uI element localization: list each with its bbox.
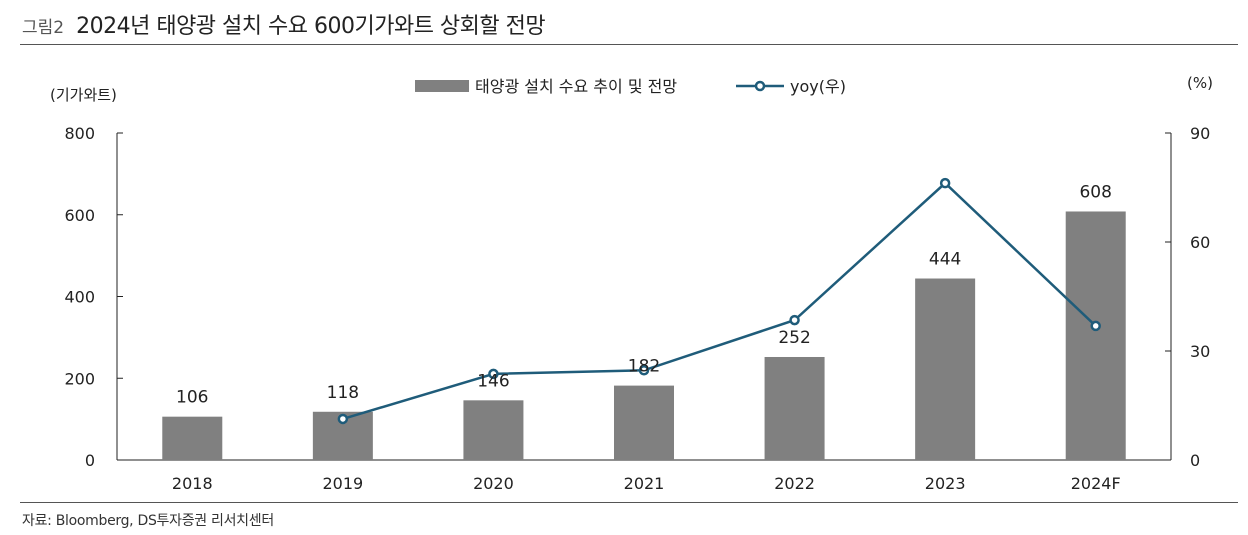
bar — [764, 356, 825, 460]
figure-title: 2024년 태양광 설치 수요 600기가와트 상회할 전망 — [76, 14, 546, 39]
yoy-point — [1090, 320, 1101, 332]
x-tick-label: 2021 — [624, 474, 665, 493]
left-tick-label: 600 — [64, 206, 95, 225]
bar-data-label: 182 — [628, 357, 660, 377]
left-tick-label: 400 — [64, 288, 95, 307]
x-tick-label: 2022 — [774, 474, 815, 493]
figure-header: 그림2 2024년 태양광 설치 수요 600기가와트 상회할 전망 — [22, 8, 546, 42]
top-rule — [20, 44, 1238, 45]
source-note: 자료: Bloomberg, DS투자증권 리서치센터 — [22, 513, 274, 529]
yoy-point — [789, 314, 800, 326]
yoy-point — [939, 177, 951, 189]
right-tick-label: 30 — [1190, 342, 1210, 361]
bar — [915, 278, 976, 460]
legend-bar-label: 태양광 설치 수요 추이 및 전망 — [475, 77, 677, 96]
yoy-point — [337, 413, 349, 425]
line-series — [337, 177, 1101, 425]
bar-data-label: 252 — [778, 328, 810, 348]
legend-line-label: yoy(우) — [790, 77, 846, 96]
x-tick-label: 2019 — [322, 474, 363, 493]
bar — [1065, 211, 1126, 460]
right-tick-label: 90 — [1190, 124, 1210, 143]
right-axis-unit: (%) — [1187, 74, 1213, 92]
left-tick-label: 0 — [85, 451, 95, 470]
right-axis-ticks: 0 30 60 90 — [1165, 124, 1210, 470]
x-tick-label: 2018 — [172, 474, 213, 493]
yoy-point — [638, 365, 650, 376]
bar-data-label: 106 — [176, 388, 208, 408]
bar-data-label: 608 — [1079, 182, 1111, 202]
x-tick-label: 2020 — [473, 474, 514, 493]
left-axis-ticks: 0 200 400 600 800 — [64, 124, 123, 470]
left-axis-unit: (기가와트) — [50, 86, 117, 104]
legend-bar-swatch — [415, 80, 469, 92]
bar-data-label: 444 — [929, 250, 961, 270]
bar-data-label: 118 — [327, 383, 359, 403]
bar-series — [162, 211, 1126, 460]
left-tick-label: 800 — [64, 124, 95, 143]
bottom-rule — [20, 502, 1238, 503]
bar — [162, 416, 223, 460]
x-tick-label: 2024F — [1071, 474, 1121, 493]
right-tick-label: 60 — [1190, 233, 1210, 252]
bar — [463, 400, 524, 460]
bar-data-label: 146 — [477, 371, 509, 391]
bar-data-labels: 106 118 146 182 252 444 608 — [176, 182, 1112, 407]
legend-line-marker — [754, 80, 766, 92]
yoy-line — [342, 181, 1097, 421]
figure-label: 그림2 — [22, 18, 65, 38]
left-tick-label: 200 — [64, 369, 95, 388]
x-tick-label: 2023 — [925, 474, 966, 493]
yoy-point — [488, 368, 499, 380]
legend: 태양광 설치 수요 추이 및 전망 yoy(우) — [415, 77, 846, 96]
right-tick-label: 0 — [1190, 451, 1200, 470]
bar — [614, 385, 674, 460]
x-axis-tick-labels: 2018 2019 2020 2021 2022 2023 2024F — [172, 474, 1121, 493]
